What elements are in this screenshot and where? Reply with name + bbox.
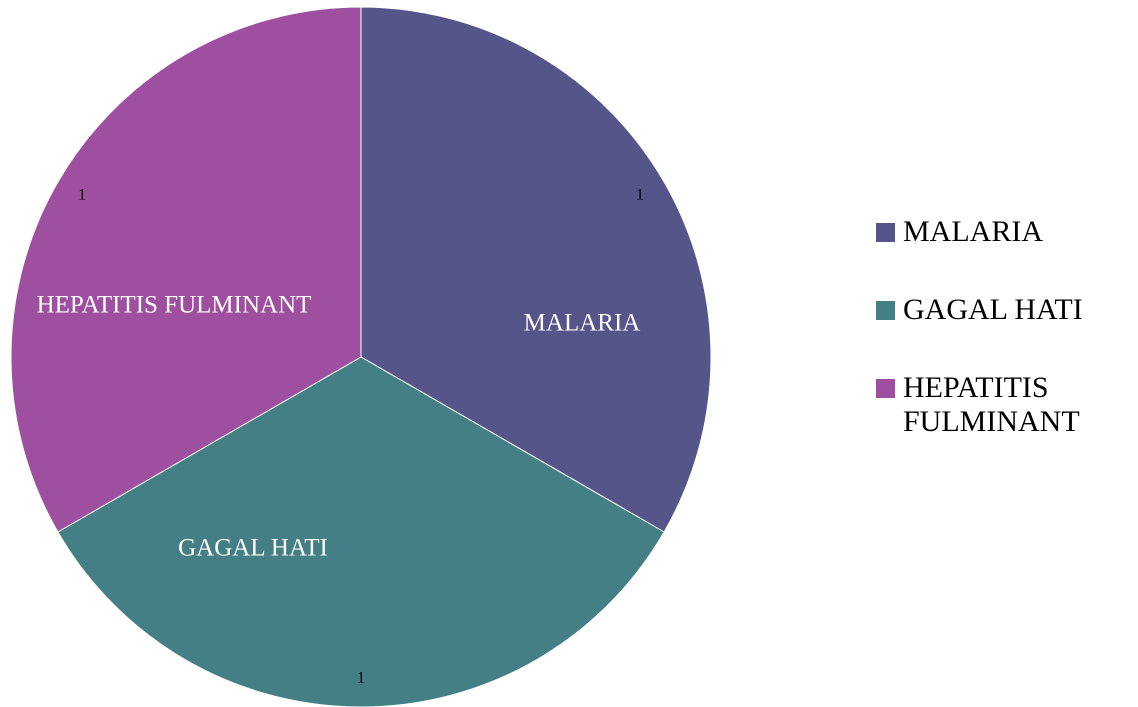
legend-swatch: [876, 301, 895, 320]
legend: MALARIA GAGAL HATI HEPATITIS FULMINANT: [872, 215, 1134, 483]
pie-slice: [360, 6, 712, 533]
legend-label: GAGAL HATI: [903, 293, 1083, 326]
category-label: GAGAL HATI: [178, 535, 328, 562]
value-label: 1: [78, 187, 86, 204]
value-label: 1: [357, 670, 365, 687]
legend-label: HEPATITIS FULMINANT: [903, 371, 1080, 438]
value-label: 1: [636, 187, 644, 204]
legend-item: MALARIA: [872, 215, 1134, 249]
pie-slice: [10, 6, 362, 533]
legend-swatch: [876, 379, 895, 398]
category-label: MALARIA: [524, 310, 641, 337]
legend-swatch: [876, 223, 895, 242]
legend-item: HEPATITIS FULMINANT: [872, 371, 1134, 439]
legend-label: MALARIA: [903, 215, 1043, 248]
category-label: HEPATITIS FULMINANT: [37, 292, 312, 319]
legend-item: GAGAL HATI: [872, 293, 1134, 327]
